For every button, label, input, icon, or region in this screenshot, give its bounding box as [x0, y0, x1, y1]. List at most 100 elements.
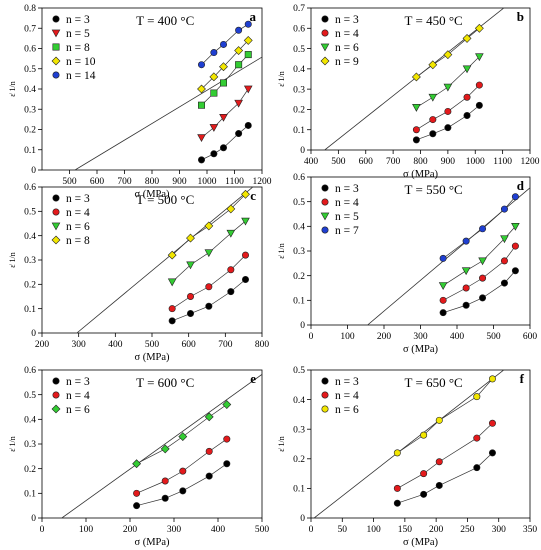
- data-point: [167, 278, 177, 287]
- series-4: [198, 20, 252, 69]
- y-tick-label: 0.5: [24, 65, 36, 75]
- panel-letter: d: [517, 178, 525, 193]
- y-tick-label: 0: [300, 146, 305, 156]
- data-point: [488, 419, 496, 427]
- panel-title: T = 400 °C: [136, 13, 194, 28]
- series-line: [171, 254, 246, 309]
- x-tick-label: 700: [386, 157, 401, 167]
- y-tick-label: 0.3: [293, 85, 305, 95]
- data-point: [473, 393, 481, 401]
- data-point: [411, 72, 421, 82]
- x-tick-label: 250: [460, 525, 475, 535]
- y-tick-label: 0.2: [24, 465, 36, 475]
- x-tick-label: 1000: [198, 177, 217, 187]
- x-tick-label: 50: [338, 525, 348, 535]
- series-0: [439, 267, 519, 317]
- y-tick-label: 0.1: [293, 126, 305, 136]
- y-tick-label: 0.1: [24, 490, 36, 500]
- y-tick-label: 0: [300, 321, 305, 331]
- data-point: [420, 431, 428, 439]
- series-0: [133, 460, 231, 510]
- data-point: [219, 114, 228, 122]
- panel-letter: b: [517, 9, 524, 24]
- y-axis-label: ε̇ 1/n: [277, 243, 286, 259]
- series-1: [133, 435, 231, 497]
- data-point: [444, 124, 452, 132]
- data-point: [241, 189, 250, 199]
- legend-marker: [52, 43, 60, 51]
- x-tick-label: 700: [117, 177, 132, 187]
- panel-b: 400 500 600 700 800 900 1000 1100 1200 0 0.1 0.2 0.3…: [277, 4, 540, 180]
- x-tick-label: 0: [309, 332, 314, 342]
- x-tick-label: 100: [340, 332, 355, 342]
- legend-marker: [51, 222, 61, 231]
- legend-label: n = 3: [66, 14, 90, 26]
- legend-label: n = 14: [66, 70, 96, 82]
- data-point: [179, 467, 187, 475]
- y-tick-label: 0.1: [24, 146, 36, 156]
- data-point: [209, 72, 219, 82]
- data-point: [393, 484, 401, 492]
- data-point: [393, 499, 401, 507]
- data-point: [462, 301, 470, 309]
- series-2: [198, 51, 252, 109]
- data-point: [244, 20, 252, 28]
- series-2: [132, 400, 232, 469]
- legend-marker: [51, 235, 61, 245]
- y-axis-label: ε̇ 1/n: [8, 81, 17, 97]
- series-1: [197, 85, 253, 143]
- x-tick-label: 800: [413, 157, 428, 167]
- x-tick-label: 300: [72, 340, 87, 350]
- series-line: [416, 56, 480, 108]
- y-tick-label: 0.7: [24, 24, 36, 34]
- series-2: [393, 375, 496, 457]
- y-axis-label: ε̇ 1/n: [277, 71, 286, 87]
- x-axis-label: σ (MPa): [403, 344, 439, 355]
- y-tick-label: 0.6: [24, 183, 36, 193]
- data-point: [412, 136, 420, 144]
- x-tick-label: 800: [145, 177, 160, 187]
- data-point: [488, 375, 496, 383]
- legend-label: n = 4: [66, 207, 90, 219]
- data-point: [204, 221, 214, 231]
- data-point: [473, 434, 481, 442]
- data-point: [198, 156, 206, 164]
- panel-title: T = 550 °C: [405, 182, 463, 197]
- data-point: [187, 310, 195, 318]
- x-tick-label: 100: [79, 525, 94, 535]
- x-tick-label: 300: [492, 525, 507, 535]
- legend-label: n = 3: [66, 193, 90, 205]
- data-point: [205, 447, 213, 455]
- y-tick-label: 0.3: [24, 256, 36, 266]
- x-tick-label: 400: [108, 340, 123, 350]
- x-tick-label: 1100: [225, 177, 244, 187]
- data-point: [500, 205, 508, 213]
- series-2: [438, 222, 520, 290]
- data-point: [479, 294, 487, 302]
- data-point: [210, 89, 218, 97]
- data-point: [511, 222, 520, 231]
- x-tick-label: 500: [62, 177, 77, 187]
- x-tick-label: 300: [167, 525, 182, 535]
- series-3: [167, 189, 250, 260]
- x-tick-label: 200: [123, 525, 138, 535]
- x-tick-label: 400: [211, 525, 226, 535]
- x-tick-label: 300: [413, 332, 428, 342]
- x-tick-label: 500: [486, 332, 501, 342]
- y-tick-label: 0.7: [293, 4, 305, 14]
- legend-marker: [321, 198, 329, 206]
- data-point: [461, 267, 471, 276]
- data-point: [133, 489, 141, 497]
- legend-marker: [52, 391, 60, 399]
- legend-label: n = 5: [335, 211, 359, 223]
- series-line: [397, 423, 493, 489]
- legend-label: n = 4: [66, 390, 90, 402]
- x-tick-label: 600: [359, 157, 374, 167]
- x-tick-label: 1200: [253, 177, 272, 187]
- x-tick-label: 0: [40, 525, 45, 535]
- data-point: [500, 279, 508, 287]
- y-tick-label: 0.5: [24, 391, 36, 401]
- series-0: [168, 275, 250, 325]
- legend: n = 3 n = 4 n = 6 n = 8: [51, 193, 90, 247]
- x-tick-label: 1000: [466, 157, 485, 167]
